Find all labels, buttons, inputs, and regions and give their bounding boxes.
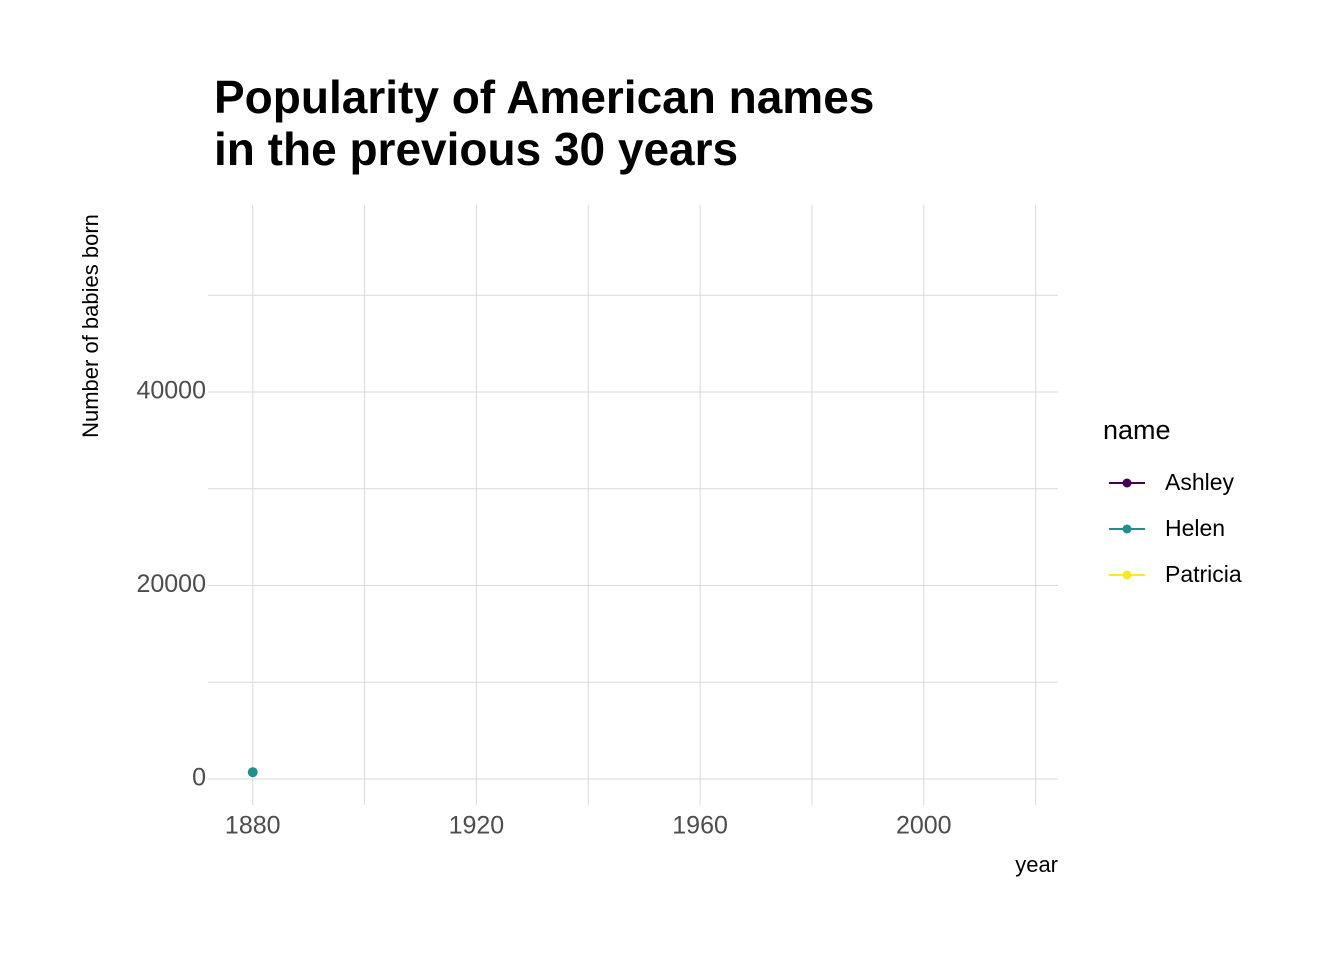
x-axis-label: year (1015, 852, 1058, 877)
y-tick-label: 0 (192, 764, 206, 792)
y-tick-label: 40000 (136, 377, 206, 405)
data-point (247, 767, 258, 778)
x-tick-label: 1880 (225, 812, 281, 840)
chart-title: Popularity of American names (214, 71, 874, 123)
x-tick-label: 1920 (449, 812, 505, 840)
legend-label: Helen (1165, 515, 1225, 541)
legend-label: Patricia (1165, 561, 1242, 587)
legend-key-point (1122, 478, 1132, 488)
x-tick-label: 1960 (672, 812, 728, 840)
x-tick-label: 2000 (896, 812, 952, 840)
legend-label: Ashley (1165, 469, 1235, 495)
y-tick-label: 20000 (136, 570, 206, 598)
legend-key-point (1122, 570, 1132, 580)
y-axis-label: Number of babies born (78, 214, 103, 438)
legend-key-point (1122, 524, 1132, 534)
chart-title: in the previous 30 years (214, 123, 738, 175)
legend-title: name (1103, 415, 1171, 445)
